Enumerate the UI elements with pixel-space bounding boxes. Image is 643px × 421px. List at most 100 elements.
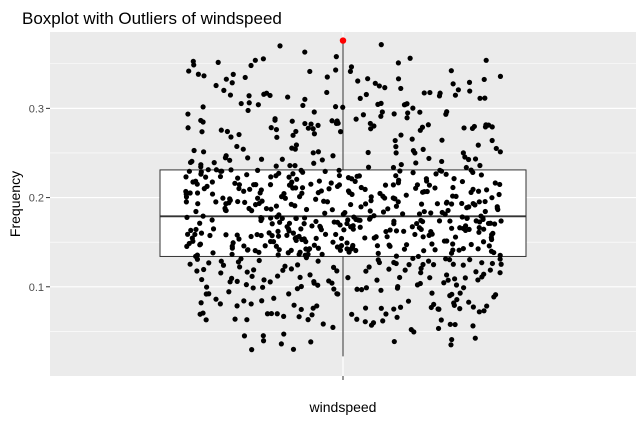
jitter-point (255, 167, 261, 173)
jitter-point (352, 178, 358, 184)
jitter-point (439, 137, 445, 143)
jitter-point (315, 245, 321, 251)
jitter-point (277, 219, 283, 225)
jitter-point (198, 230, 205, 236)
jitter-point (353, 116, 359, 122)
jitter-point (401, 228, 407, 234)
jitter-point (256, 200, 262, 207)
jitter-point (257, 190, 263, 196)
y-tick-label: 0.1 (29, 282, 44, 294)
jitter-point (382, 195, 388, 201)
jitter-point (227, 279, 233, 285)
jitter-point (460, 150, 466, 156)
jitter-point (229, 243, 235, 249)
x-axis-title: windspeed (309, 399, 377, 415)
jitter-point (191, 147, 197, 154)
jitter-point (362, 305, 369, 311)
jitter-point (416, 211, 423, 217)
jitter-point (359, 287, 365, 293)
jitter-point (460, 245, 466, 252)
jitter-point (299, 185, 306, 191)
jitter-point (393, 203, 400, 209)
jitter-point (286, 182, 293, 188)
jitter-point (330, 153, 336, 159)
jitter-point (260, 56, 266, 62)
jitter-point (450, 261, 456, 267)
jitter-point (251, 267, 257, 273)
jitter-point (462, 154, 468, 160)
jitter-point (334, 244, 341, 250)
jitter-point (302, 49, 308, 55)
jitter-point (203, 317, 209, 323)
jitter-point (445, 207, 451, 214)
jitter-point (481, 308, 487, 314)
jitter-point (490, 230, 496, 236)
jitter-point (293, 235, 300, 241)
jitter-point (354, 286, 360, 292)
jitter-point (351, 214, 357, 220)
jitter-point (305, 317, 311, 323)
jitter-point (420, 261, 426, 268)
jitter-point (234, 143, 240, 150)
jitter-point (407, 55, 413, 61)
jitter-point (311, 160, 317, 166)
jitter-point (246, 93, 252, 99)
jitter-point (411, 329, 417, 335)
jitter-point (235, 198, 241, 205)
jitter-point (220, 195, 226, 201)
jitter-point (425, 258, 432, 264)
jitter-point (462, 275, 468, 281)
jitter-point (345, 275, 351, 281)
jitter-point (235, 259, 242, 265)
jitter-point (258, 156, 265, 162)
jitter-point (297, 274, 303, 280)
jitter-point (280, 267, 286, 273)
jitter-point (423, 176, 429, 182)
jitter-point (395, 284, 401, 290)
jitter-point (362, 186, 368, 192)
jitter-point (209, 217, 215, 223)
jitter-point (459, 200, 465, 207)
jitter-point (275, 252, 281, 258)
jitter-point (266, 230, 272, 236)
jitter-point (355, 78, 361, 84)
jitter-point (393, 253, 400, 259)
jitter-point (273, 163, 279, 169)
jitter-point (348, 64, 355, 70)
jitter-point (450, 81, 456, 87)
jitter-point (321, 198, 327, 204)
jitter-point (194, 181, 200, 187)
jitter-point (371, 123, 377, 129)
jitter-point (380, 209, 387, 215)
jitter-point (186, 168, 192, 174)
jitter-point (268, 174, 274, 180)
jitter-point (232, 316, 238, 322)
jitter-point (358, 184, 364, 191)
jitter-point (305, 125, 311, 131)
jitter-point (414, 182, 421, 188)
jitter-point (409, 136, 415, 142)
jitter-point (190, 179, 196, 185)
jitter-point (226, 289, 232, 295)
jitter-point (328, 180, 334, 186)
jitter-point (385, 206, 391, 212)
jitter-point (269, 221, 275, 227)
jitter-point (470, 304, 476, 310)
jitter-point (290, 230, 296, 236)
jitter-point (421, 208, 427, 215)
jitter-point (245, 247, 251, 253)
jitter-point (223, 201, 229, 207)
jitter-point (341, 227, 347, 233)
jitter-point (374, 243, 381, 249)
jitter-point (462, 227, 469, 234)
jitter-point (278, 341, 284, 347)
jitter-point (333, 67, 339, 73)
jitter-point (365, 76, 371, 82)
jitter-point (489, 195, 495, 201)
jitter-point (184, 214, 190, 220)
jitter-point (285, 94, 291, 100)
jitter-point (497, 270, 503, 276)
jitter-point (246, 100, 252, 106)
jitter-point (311, 242, 317, 248)
